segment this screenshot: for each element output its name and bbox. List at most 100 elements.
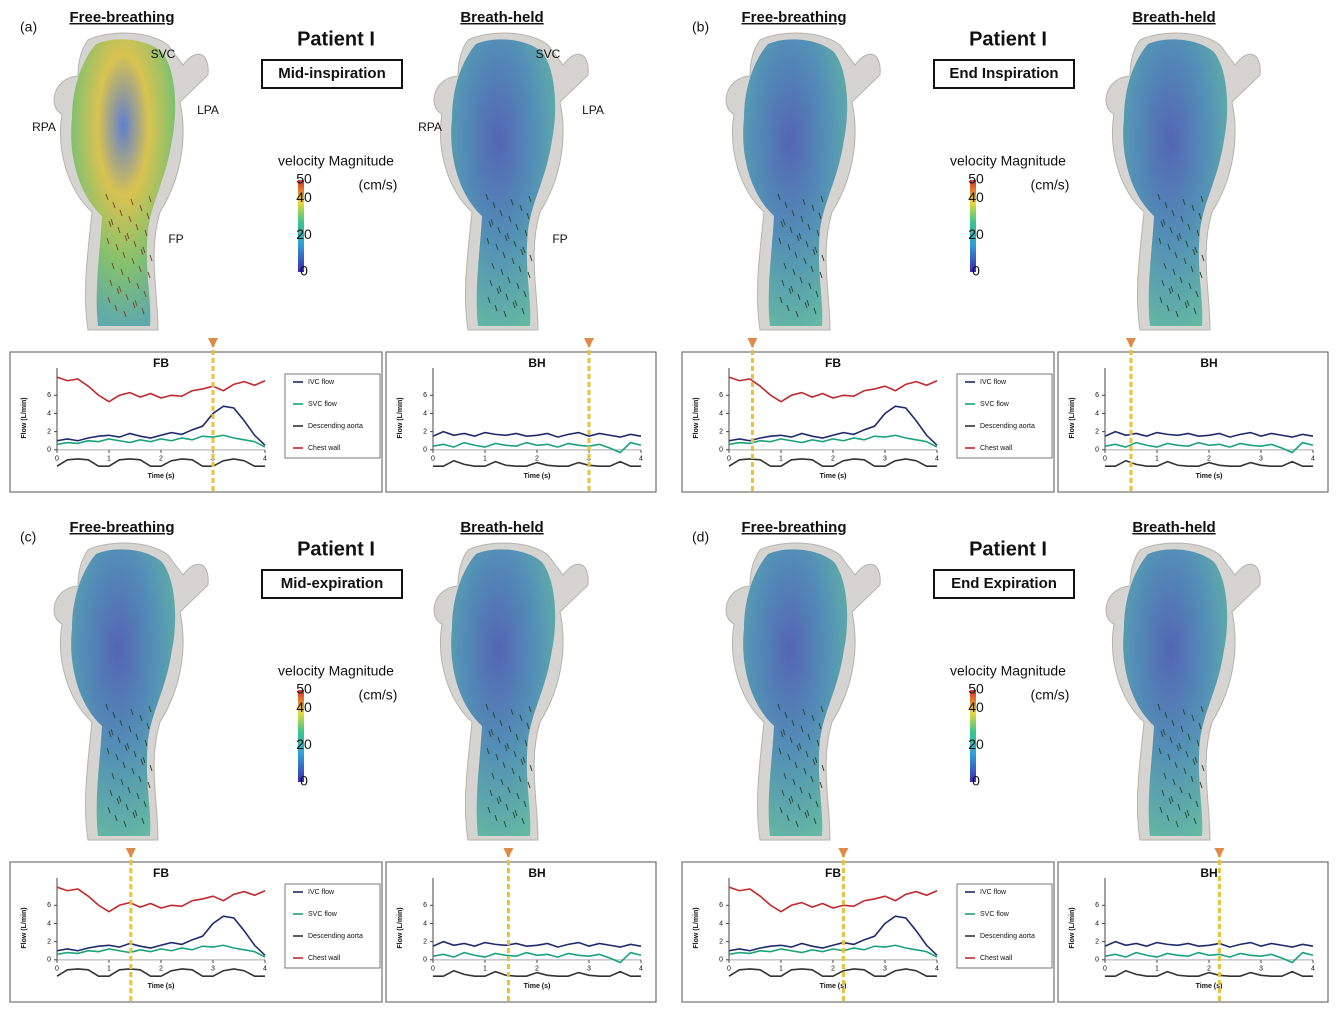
patient-title: Patient I xyxy=(297,538,375,560)
y-tick-label: 4 xyxy=(1095,920,1099,927)
y-tick-label: 2 xyxy=(719,938,723,945)
y-tick-label: 6 xyxy=(423,392,427,399)
time-marker-arrow xyxy=(1126,338,1136,348)
aorta-model xyxy=(1106,33,1260,330)
x-axis-label: Time (s) xyxy=(820,473,847,480)
y-tick-label: 0 xyxy=(719,957,723,964)
x-tick-label: 1 xyxy=(483,966,487,973)
y-axis-label: Flow (L/min) xyxy=(21,907,28,948)
x-tick-label: 0 xyxy=(431,966,435,973)
colorbar-tick-label: 0 xyxy=(300,263,308,279)
x-tick-label: 2 xyxy=(159,456,163,463)
y-tick-label: 6 xyxy=(47,902,51,909)
y-tick-label: 4 xyxy=(423,920,427,927)
y-axis-label: Flow (L/min) xyxy=(21,397,28,438)
legend-label: Chest wall xyxy=(980,955,1013,962)
chart-title: FB xyxy=(153,866,169,880)
y-tick-label: 0 xyxy=(47,957,51,964)
anatomy-label: LPA xyxy=(582,103,604,117)
legend-label: IVC flow xyxy=(980,379,1007,386)
x-tick-label: 1 xyxy=(107,966,111,973)
chart-title: BH xyxy=(1200,356,1217,370)
y-tick-label: 6 xyxy=(719,902,723,909)
phase-label: Mid-inspiration xyxy=(278,65,386,82)
anatomy-label: RPA xyxy=(418,120,442,134)
y-tick-label: 6 xyxy=(1095,902,1099,909)
chart-title: FB xyxy=(825,356,841,370)
x-axis-label: Time (s) xyxy=(148,473,175,480)
legend-label: SVC flow xyxy=(980,911,1010,918)
x-tick-label: 1 xyxy=(1155,456,1159,463)
y-tick-label: 6 xyxy=(1095,392,1099,399)
time-marker-arrow xyxy=(1214,848,1224,858)
legend-label: IVC flow xyxy=(308,379,335,386)
chart-title: BH xyxy=(1200,866,1217,880)
x-axis-label: Time (s) xyxy=(524,473,551,480)
figure: (a)Free-breathingBreath-heldPatient IMid… xyxy=(0,0,1336,1004)
aorta-model xyxy=(54,33,208,330)
chart-title: FB xyxy=(153,356,169,370)
x-tick-label: 2 xyxy=(831,456,835,463)
x-tick-label: 1 xyxy=(483,456,487,463)
y-axis-label: Flow (L/min) xyxy=(1069,397,1076,438)
x-tick-label: 1 xyxy=(779,456,783,463)
colorbar-tick-label: 20 xyxy=(968,226,984,242)
patient-title: Patient I xyxy=(969,538,1047,560)
x-tick-label: 1 xyxy=(779,966,783,973)
x-tick-label: 2 xyxy=(159,966,163,973)
legend-label: Chest wall xyxy=(308,445,341,452)
x-tick-label: 3 xyxy=(1259,966,1263,973)
y-tick-label: 0 xyxy=(719,447,723,454)
anatomy-label: RPA xyxy=(32,120,56,134)
column-title: Free-breathing xyxy=(741,519,846,536)
x-tick-label: 0 xyxy=(55,456,59,463)
x-tick-label: 4 xyxy=(935,456,939,463)
anatomy-label: SVC xyxy=(151,47,176,61)
y-tick-label: 2 xyxy=(1095,938,1099,945)
time-marker-arrow xyxy=(747,338,757,348)
colorbar-title: velocity Magnitude xyxy=(950,153,1066,169)
colorbar-tick-label: 0 xyxy=(300,773,308,789)
x-tick-label: 3 xyxy=(211,966,215,973)
x-tick-label: 4 xyxy=(1311,456,1315,463)
x-tick-label: 0 xyxy=(1103,966,1107,973)
x-tick-label: 4 xyxy=(1311,966,1315,973)
aorta-model xyxy=(434,543,588,840)
time-marker-arrow xyxy=(838,848,848,858)
colorbar-tick-label: 0 xyxy=(972,773,980,789)
aorta-model xyxy=(434,33,588,330)
colorbar-tick-label: 20 xyxy=(296,736,312,752)
y-tick-label: 0 xyxy=(1095,447,1099,454)
x-tick-label: 2 xyxy=(535,456,539,463)
column-title: Free-breathing xyxy=(69,9,174,26)
x-axis-label: Time (s) xyxy=(148,983,175,990)
y-axis-label: Flow (L/min) xyxy=(693,907,700,948)
phase-label: End Inspiration xyxy=(949,65,1058,82)
y-tick-label: 2 xyxy=(47,938,51,945)
y-tick-label: 0 xyxy=(47,447,51,454)
aorta-model xyxy=(726,543,880,840)
legend-label: Descending aorta xyxy=(308,933,363,940)
anatomy-label: FP xyxy=(552,232,567,246)
x-tick-label: 2 xyxy=(831,966,835,973)
x-tick-label: 0 xyxy=(727,456,731,463)
y-tick-label: 6 xyxy=(423,902,427,909)
legend-label: Descending aorta xyxy=(980,423,1035,430)
y-tick-label: 2 xyxy=(423,428,427,435)
page: (a)Free-breathingBreath-heldPatient IMid… xyxy=(0,0,1336,1009)
colorbar-tick-label: 20 xyxy=(296,226,312,242)
y-tick-label: 6 xyxy=(719,392,723,399)
panel-letter: (d) xyxy=(692,529,709,545)
time-marker-arrow xyxy=(503,848,513,858)
y-tick-label: 4 xyxy=(719,410,723,417)
chart-frame xyxy=(1058,352,1328,492)
x-tick-label: 3 xyxy=(883,966,887,973)
panel: (b)Free-breathingBreath-heldPatient IEnd… xyxy=(682,9,1328,492)
colorbar-tick-label: 50 xyxy=(968,171,984,187)
y-tick-label: 4 xyxy=(47,920,51,927)
x-tick-label: 4 xyxy=(639,456,643,463)
colorbar-tick-label: 40 xyxy=(968,189,984,205)
aorta-model xyxy=(1106,543,1260,840)
